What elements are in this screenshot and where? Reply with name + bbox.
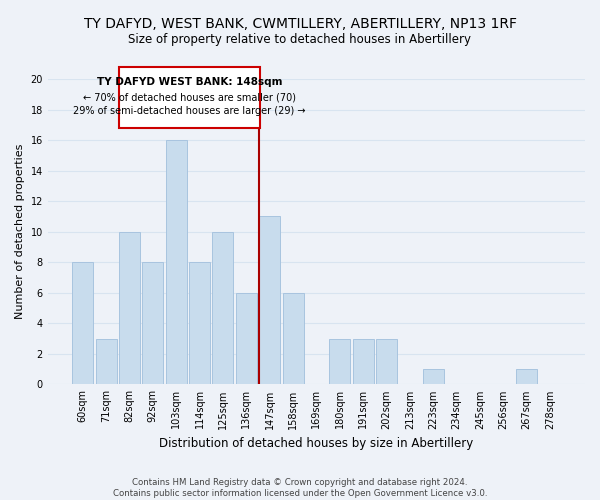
Bar: [72, 262, 93, 384]
Bar: [236, 293, 257, 384]
X-axis label: Distribution of detached houses by size in Abertillery: Distribution of detached houses by size …: [159, 437, 473, 450]
Bar: [189, 262, 210, 384]
Bar: [423, 369, 444, 384]
FancyBboxPatch shape: [119, 67, 260, 128]
Bar: [283, 293, 304, 384]
Bar: [516, 369, 537, 384]
Text: 29% of semi-detached houses are larger (29) →: 29% of semi-detached houses are larger (…: [73, 106, 305, 116]
Text: Contains HM Land Registry data © Crown copyright and database right 2024.
Contai: Contains HM Land Registry data © Crown c…: [113, 478, 487, 498]
Bar: [119, 232, 140, 384]
Bar: [376, 338, 397, 384]
Text: TY DAFYD WEST BANK: 148sqm: TY DAFYD WEST BANK: 148sqm: [97, 77, 282, 87]
Bar: [166, 140, 187, 384]
Bar: [95, 338, 116, 384]
Bar: [142, 262, 163, 384]
Text: TY DAFYD, WEST BANK, CWMTILLERY, ABERTILLERY, NP13 1RF: TY DAFYD, WEST BANK, CWMTILLERY, ABERTIL…: [83, 18, 517, 32]
Text: Size of property relative to detached houses in Abertillery: Size of property relative to detached ho…: [128, 32, 472, 46]
Bar: [329, 338, 350, 384]
Text: ← 70% of detached houses are smaller (70): ← 70% of detached houses are smaller (70…: [83, 92, 296, 102]
Y-axis label: Number of detached properties: Number of detached properties: [15, 144, 25, 320]
Bar: [259, 216, 280, 384]
Bar: [353, 338, 374, 384]
Bar: [212, 232, 233, 384]
